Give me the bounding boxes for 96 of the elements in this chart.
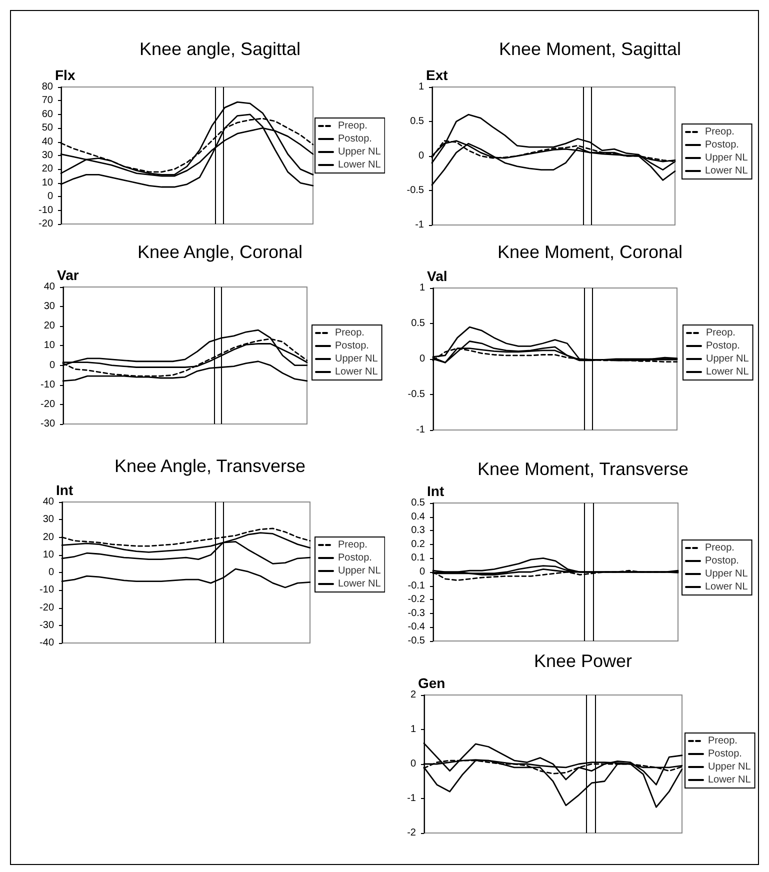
legend-label: Lower NL [335, 366, 378, 378]
y-tick-label: -0.4 [408, 622, 426, 633]
chart-title: Knee Moment, Transverse [477, 459, 689, 479]
y-tick-label: 40 [42, 136, 54, 148]
y-tick-label: 1 [418, 82, 424, 92]
y-tick-label: -1 [407, 793, 416, 804]
y-tick-label: 0 [419, 566, 426, 578]
y-tick-label: -0.5 [408, 636, 426, 646]
y-tick-label: 40 [44, 282, 56, 292]
y-tick-label: -0.5 [406, 185, 424, 196]
y-tick-label: 30 [42, 514, 54, 526]
legend-label: Preop. [708, 736, 738, 746]
y-tick-label: 0 [47, 191, 54, 202]
y-axis-title: Var [57, 267, 80, 284]
y-tick-label: 10 [42, 177, 54, 188]
legend-label: Upper NL [338, 146, 382, 158]
legend-label: Postop. [705, 556, 739, 566]
y-axis-title: Int [427, 483, 444, 500]
y-tick-label: -20 [38, 218, 54, 230]
y-axis-title: Flx [55, 67, 76, 84]
y-tick-label: 30 [44, 301, 56, 312]
legend-label: Upper NL [705, 152, 748, 164]
y-tick-label: 40 [42, 496, 54, 508]
legend-label: Postop. [708, 748, 742, 760]
y-tick-label: 0 [48, 567, 54, 578]
legend-label: Preop. [335, 328, 364, 338]
legend-label: Postop. [705, 140, 739, 150]
y-tick-label: -1 [415, 220, 424, 230]
y-tick-label: 2 [410, 690, 416, 700]
y-tick-label: 0.5 [411, 318, 426, 329]
legend-label: Lower NL [708, 774, 752, 786]
y-tick-label: 0.5 [411, 498, 426, 508]
y-tick-label: 0.3 [411, 525, 426, 536]
y-tick-label: -0.5 [408, 389, 426, 400]
y-tick-label: 0 [410, 758, 416, 770]
y-tick-label: 80 [42, 82, 54, 92]
y-axis-title: Ext [426, 67, 448, 84]
legend-label: Upper NL [338, 566, 382, 576]
y-tick-label: -10 [38, 204, 54, 216]
y-tick-label: 50 [42, 122, 54, 134]
legend-label: Postop. [338, 552, 372, 564]
y-tick-label: 0.2 [411, 538, 426, 550]
legend-label: Preop. [338, 120, 368, 132]
y-tick-label: -40 [40, 638, 54, 648]
y-tick-label: 60 [42, 108, 54, 120]
y-tick-label: 0.1 [411, 552, 426, 564]
y-tick-label: -0.3 [408, 608, 426, 619]
y-tick-label: 30 [42, 150, 54, 161]
chart-title: Knee Angle, Transverse [114, 456, 306, 476]
legend-label: Upper NL [335, 354, 378, 364]
legend-label: Postop. [335, 340, 369, 352]
chart-title: Knee Moment, Sagittal [498, 39, 682, 59]
legend-label: Preop. [705, 542, 734, 554]
y-tick-label: 0 [418, 150, 424, 162]
legend-label: Lower NL [338, 160, 382, 170]
y-tick-label: -20 [40, 398, 56, 410]
y-tick-label: -20 [40, 602, 54, 614]
chart-title: Knee angle, Sagittal [139, 39, 301, 59]
legend-label: Lower NL [705, 582, 748, 592]
y-tick-label: 0 [49, 360, 56, 371]
legend-label: Preop. [706, 328, 736, 338]
y-tick-label: 20 [42, 164, 54, 175]
chart-title: Knee Power [534, 651, 632, 671]
y-tick-label: 1 [410, 724, 416, 735]
legend-label: Postop. [706, 340, 740, 352]
y-tick-label: -0.1 [408, 580, 426, 592]
legend-label: Upper NL [705, 568, 748, 580]
y-axis-title: Gen [418, 675, 446, 692]
y-tick-label: -1 [416, 424, 426, 436]
chart-title: Knee Moment, Coronal [497, 242, 683, 262]
y-tick-label: -30 [40, 620, 54, 631]
y-tick-label: 0 [419, 354, 426, 364]
y-axis-title: Int [56, 482, 74, 498]
y-tick-label: 0.4 [411, 511, 426, 522]
y-axis-title: Val [427, 268, 448, 284]
y-tick-label: 1 [419, 282, 426, 294]
chart-title: Knee Angle, Coronal [137, 242, 303, 262]
legend-label: Lower NL [705, 166, 748, 176]
y-tick-label: 70 [42, 95, 54, 106]
y-tick-label: 10 [42, 549, 54, 560]
legend-label: Upper NL [706, 354, 750, 364]
y-tick-label: -10 [40, 584, 54, 596]
y-tick-label: -2 [407, 828, 416, 838]
legend-label: Lower NL [706, 366, 750, 378]
y-tick-label: -0.2 [408, 594, 426, 606]
legend-label: Preop. [705, 126, 734, 138]
legend-label: Preop. [338, 540, 368, 550]
y-tick-label: 20 [44, 320, 56, 332]
y-tick-label: 20 [42, 532, 54, 543]
y-tick-label: -30 [40, 418, 56, 430]
y-tick-label: 10 [44, 340, 56, 352]
y-tick-label: 0.5 [410, 116, 424, 127]
legend-label: Lower NL [338, 578, 382, 590]
y-tick-label: -10 [40, 379, 56, 390]
legend-label: Upper NL [708, 762, 752, 772]
legend-label: Postop. [338, 134, 372, 144]
